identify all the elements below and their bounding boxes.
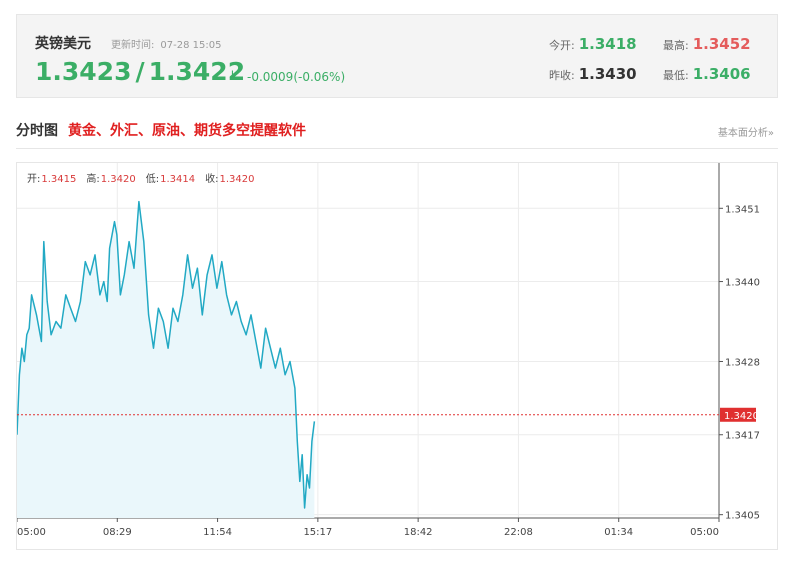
stat-high: 最高: 1.3452 [663, 35, 751, 53]
stat-prev-close-value: 1.3430 [578, 65, 637, 83]
price-line [17, 200, 316, 509]
ohlc-open-value: 1.3415 [41, 174, 77, 185]
y-tick-label: 1.3451 [725, 204, 760, 215]
update-time-value: 07-28 15:05 [160, 40, 222, 51]
stat-high-label: 最高: [663, 39, 689, 52]
x-tick-label: 08:29 [103, 527, 132, 538]
stat-low: 最低: 1.3406 [663, 65, 751, 83]
update-time: 更新时间: 07-28 15:05 [111, 36, 227, 51]
ohlc-high-label: 高: [86, 174, 100, 185]
instrument-name: 英镑美元 [35, 36, 91, 52]
y-tick-label: 1.3417 [725, 431, 760, 442]
ohlc-readout: 开:1.3415 高:1.3420 低:1.3414 收:1.3420 [27, 170, 265, 185]
y-tick-label: 1.3440 [725, 278, 760, 289]
price-change: -0.0009(-0.06%) [247, 70, 346, 84]
y-tick-label: 1.3428 [725, 357, 760, 368]
current-price-tag [720, 407, 756, 422]
stat-prev-close-label: 昨收: [549, 69, 575, 82]
stat-open-value: 1.3418 [578, 35, 637, 53]
bid-price: 1.3423 [35, 57, 132, 86]
stat-low-label: 最低: [663, 69, 689, 82]
current-price-label: 1.3420 [724, 411, 759, 422]
stat-low-value: 1.3406 [692, 65, 751, 83]
x-tick-label: 15:17 [303, 527, 332, 538]
x-tick-label: 22:08 [504, 527, 533, 538]
chart-svg: 1.3451 1.3440 1.3428 1.3417 1.3405 1.3420 05:0… [17, 163, 760, 538]
y-tick-label: 1.3405 [725, 511, 760, 522]
ohlc-open-label: 开: [27, 174, 41, 185]
price-area [17, 201, 315, 518]
bid-ask-price: 1.3423/1.3422 [35, 57, 245, 86]
ask-price: 1.3422 [148, 57, 246, 86]
intraday-chart: 1.3451 1.3440 1.3428 1.3417 1.3405 1.3420 05:0… [16, 162, 778, 550]
ohlc-low-label: 低: [145, 174, 160, 185]
x-tick-label: 05:00 [17, 527, 46, 538]
ohlc-close-value: 1.3420 [219, 174, 255, 185]
price-separator: / [135, 57, 145, 86]
ohlc-low-value: 1.3414 [160, 174, 196, 185]
stat-open-label: 今开: [549, 39, 575, 52]
ohlc-close-label: 收: [205, 174, 219, 185]
x-tick-label: 11:54 [203, 527, 232, 538]
stat-high-value: 1.3452 [692, 35, 751, 53]
divider [16, 148, 778, 149]
x-tick-label: 01:34 [604, 527, 633, 538]
x-tick-label: 05:00 [690, 527, 719, 538]
stat-prev-close: 昨收: 1.3430 [549, 65, 637, 83]
fundamental-analysis-link[interactable]: 基本面分析» [717, 128, 774, 139]
promo-link[interactable]: 黄金、外汇、原油、期货多空提醒软件 [68, 123, 306, 139]
stat-open: 今开: 1.3418 [549, 35, 637, 53]
ohlc-high-value: 1.3420 [100, 174, 136, 185]
section-title: 分时图 [16, 123, 58, 139]
x-tick-label: 18:42 [404, 527, 433, 538]
down-arrow-icon: ↓ [227, 69, 238, 84]
quote-panel: 英镑美元 更新时间: 07-28 15:05 1.3423/1.3422 ↓ -0… [16, 14, 778, 98]
update-time-label: 更新时间: [111, 40, 155, 51]
